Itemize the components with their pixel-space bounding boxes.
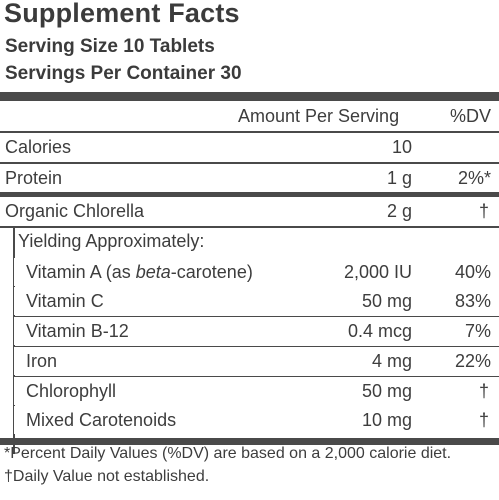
row-protein-name: Protein	[5, 168, 63, 188]
row-chlorella-amount: 2 g	[386, 201, 412, 221]
sub-row-name-text: Chlorophyll	[26, 381, 117, 401]
row-protein-dv: 2%*	[457, 168, 491, 188]
panel-title: Supplement Facts	[4, 0, 240, 28]
sub-row-dv: †	[478, 381, 489, 401]
row-calories-amount: 10	[391, 137, 412, 157]
divider	[14, 316, 499, 317]
sub-row-name: Vitamin A (as beta-carotene)	[26, 262, 253, 283]
sub-row-name: Mixed Carotenoids	[26, 410, 176, 431]
serving-size: Serving Size 10 Tablets	[5, 36, 215, 57]
sub-row-name-text: Iron	[26, 351, 58, 371]
dv-header: %DV	[449, 106, 491, 126]
sub-row-amount: 4 mg	[371, 351, 412, 371]
sub-row-name-text: Mixed Carotenoids	[26, 410, 177, 430]
sub-row	[14, 347, 499, 375]
sub-row	[14, 287, 499, 315]
divider	[14, 376, 499, 377]
sub-row-dv: 7%	[464, 321, 491, 341]
sub-row	[14, 406, 499, 434]
row-chlorella-dv: †	[478, 201, 489, 221]
sub-row	[14, 258, 499, 286]
sub-row-amount: 10 mg	[361, 410, 412, 430]
yielding-label: Yielding Approximately:	[18, 231, 205, 251]
sub-row-amount: 0.4 mcg	[347, 321, 412, 341]
sub-row-amount: 50 mg	[361, 291, 412, 311]
sub-row	[14, 317, 499, 345]
thick-divider	[0, 92, 499, 101]
footnote-percent-dv: *Percent Daily Values (%DV) are based on…	[4, 445, 452, 462]
divider	[14, 346, 499, 347]
row-calories-name: Calories	[5, 137, 72, 157]
sub-row-name: Vitamin C	[26, 291, 104, 312]
row-chlorella-name: Organic Chlorella	[5, 201, 145, 221]
sub-row-name-text: Vitamin A (as	[26, 262, 136, 282]
sub-row-name-italic: beta	[135, 262, 171, 282]
footnote-dagger: †Daily Value not established.	[4, 468, 210, 485]
servings-per-container: Servings Per Container 30	[5, 63, 242, 84]
divider	[0, 162, 499, 164]
sub-row-dv: 83%	[454, 291, 491, 311]
sub-row-name: Iron	[26, 351, 57, 372]
amount-per-serving-header: Amount Per Serving	[238, 106, 400, 126]
row-protein-amount: 1 g	[386, 168, 412, 188]
divider	[0, 226, 499, 228]
bottom-thick-divider	[0, 438, 499, 445]
sub-row	[14, 377, 499, 405]
sub-row-name: Vitamin B-12	[26, 321, 129, 342]
medium-divider	[0, 192, 499, 197]
sub-row-dv: †	[478, 410, 489, 430]
sub-row-name: Chlorophyll	[26, 381, 116, 402]
sub-row-dv: 22%	[454, 351, 491, 371]
sub-row-dv: 40%	[454, 262, 491, 282]
divider	[0, 131, 499, 133]
sub-row-name-text: Vitamin C	[26, 291, 104, 311]
sub-row-amount: 50 mg	[361, 381, 412, 401]
sub-row-amount: 2,000 IU	[343, 262, 412, 282]
sub-row-name-text: Vitamin B-12	[26, 321, 129, 341]
sub-row-name-suffix: -carotene)	[170, 262, 253, 282]
